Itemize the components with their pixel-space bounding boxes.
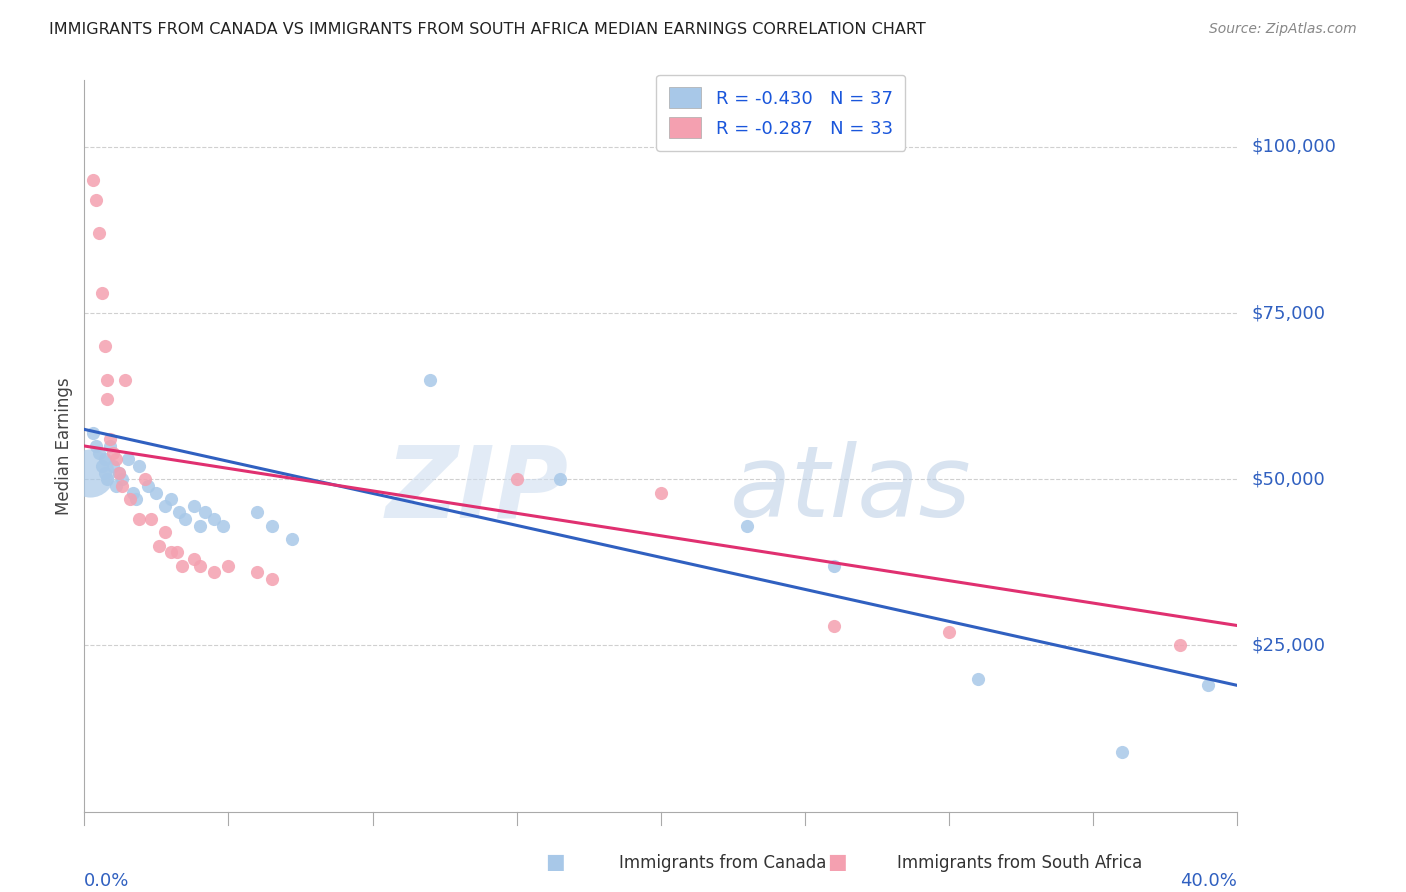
Point bbox=[93, 466, 115, 480]
Point bbox=[218, 558, 240, 573]
Point bbox=[260, 572, 283, 586]
Point bbox=[169, 506, 191, 520]
Text: 40.0%: 40.0% bbox=[1181, 871, 1237, 889]
Point bbox=[1198, 678, 1220, 692]
Point bbox=[96, 392, 118, 407]
Text: ZIP: ZIP bbox=[385, 442, 568, 539]
Point bbox=[114, 372, 136, 386]
Point bbox=[419, 372, 441, 386]
Point bbox=[87, 226, 110, 240]
Point bbox=[188, 518, 211, 533]
Text: Immigrants from South Africa: Immigrants from South Africa bbox=[897, 855, 1142, 872]
Point bbox=[160, 492, 183, 507]
Point bbox=[246, 566, 269, 580]
Point bbox=[148, 539, 170, 553]
Point bbox=[84, 193, 107, 207]
Text: atlas: atlas bbox=[730, 442, 972, 539]
Point bbox=[188, 558, 211, 573]
Point bbox=[103, 458, 124, 473]
Point bbox=[84, 439, 107, 453]
Text: 0.0%: 0.0% bbox=[84, 871, 129, 889]
Point bbox=[105, 452, 128, 467]
Point bbox=[174, 512, 197, 526]
Point bbox=[1111, 745, 1133, 759]
Point bbox=[122, 485, 145, 500]
Point bbox=[96, 372, 118, 386]
Point bbox=[194, 506, 217, 520]
Point bbox=[153, 499, 176, 513]
Point bbox=[1168, 639, 1191, 653]
Point bbox=[90, 458, 112, 473]
Legend: R = -0.430   N = 37, R = -0.287   N = 33: R = -0.430 N = 37, R = -0.287 N = 33 bbox=[657, 75, 905, 151]
Point bbox=[823, 558, 845, 573]
Point bbox=[183, 499, 205, 513]
Text: $100,000: $100,000 bbox=[1251, 137, 1337, 156]
Point bbox=[125, 492, 148, 507]
Point bbox=[82, 173, 104, 187]
Point bbox=[153, 525, 176, 540]
Point bbox=[938, 625, 960, 640]
Point bbox=[506, 472, 529, 486]
Point bbox=[136, 479, 159, 493]
Point bbox=[98, 433, 121, 447]
Point bbox=[737, 518, 759, 533]
Point bbox=[82, 425, 104, 440]
Point bbox=[134, 472, 156, 486]
Point bbox=[98, 439, 121, 453]
Point bbox=[172, 558, 194, 573]
Point bbox=[139, 512, 162, 526]
Point bbox=[281, 532, 304, 546]
Point bbox=[650, 485, 672, 500]
Point bbox=[117, 452, 139, 467]
Text: $50,000: $50,000 bbox=[1251, 470, 1326, 488]
Point bbox=[128, 458, 150, 473]
Point bbox=[260, 518, 283, 533]
Point bbox=[79, 466, 101, 480]
Point bbox=[211, 518, 233, 533]
Point bbox=[166, 545, 188, 559]
Point bbox=[202, 512, 225, 526]
Text: $75,000: $75,000 bbox=[1251, 304, 1326, 322]
Point bbox=[108, 466, 131, 480]
Text: ■: ■ bbox=[827, 853, 846, 872]
Point bbox=[145, 485, 167, 500]
Text: ■: ■ bbox=[546, 853, 565, 872]
Point bbox=[128, 512, 150, 526]
Point bbox=[548, 472, 571, 486]
Point bbox=[246, 506, 269, 520]
Point bbox=[967, 672, 990, 686]
Text: IMMIGRANTS FROM CANADA VS IMMIGRANTS FROM SOUTH AFRICA MEDIAN EARNINGS CORRELATI: IMMIGRANTS FROM CANADA VS IMMIGRANTS FRO… bbox=[49, 22, 927, 37]
Point bbox=[87, 445, 110, 459]
Point bbox=[96, 472, 118, 486]
Point bbox=[93, 339, 115, 353]
Point bbox=[103, 445, 124, 459]
Point bbox=[111, 472, 134, 486]
Point bbox=[90, 286, 112, 301]
Text: $25,000: $25,000 bbox=[1251, 637, 1326, 655]
Text: Immigrants from Canada: Immigrants from Canada bbox=[619, 855, 825, 872]
Text: Source: ZipAtlas.com: Source: ZipAtlas.com bbox=[1209, 22, 1357, 37]
Point bbox=[93, 452, 115, 467]
Point bbox=[120, 492, 142, 507]
Point bbox=[202, 566, 225, 580]
Point bbox=[105, 479, 128, 493]
Point bbox=[108, 466, 131, 480]
Point bbox=[160, 545, 183, 559]
Y-axis label: Median Earnings: Median Earnings bbox=[55, 377, 73, 515]
Point bbox=[111, 479, 134, 493]
Point bbox=[823, 618, 845, 632]
Point bbox=[183, 552, 205, 566]
